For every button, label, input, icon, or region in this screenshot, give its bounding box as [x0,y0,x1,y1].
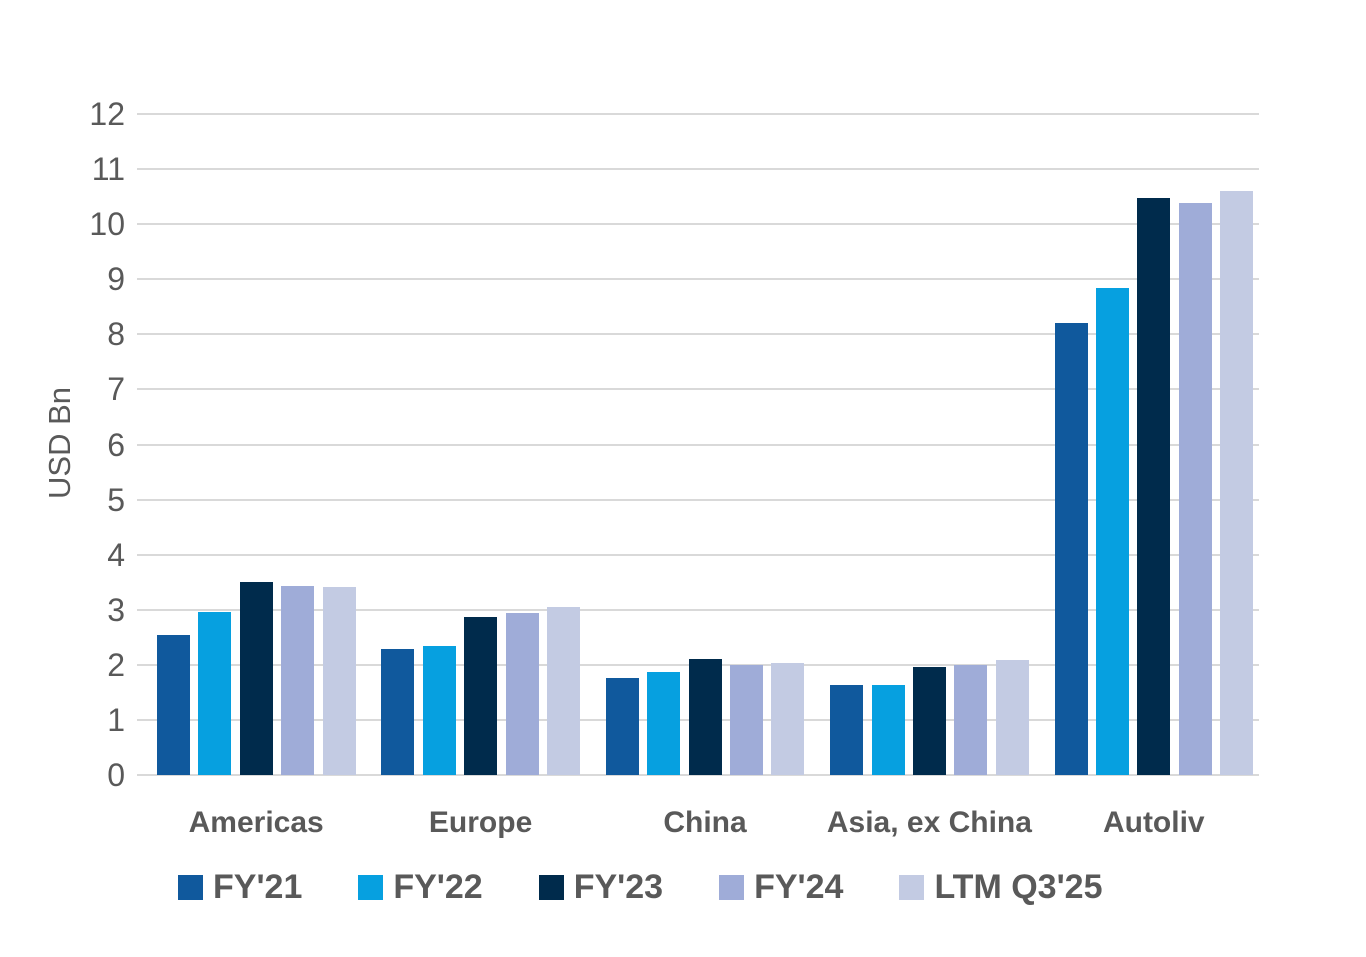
bar-americas-ltm-q3-25 [322,586,356,775]
category-label: Europe [428,806,533,839]
legend-item: FY'21 [178,868,302,907]
category-label: Asia, ex China [826,806,1032,839]
y-tick-label: 0 [107,757,125,793]
category-label: Autoliv [1102,806,1205,839]
legend-label: FY'23 [573,868,664,906]
category-label: China [663,806,747,839]
gridline [137,388,1259,391]
legend-label: FY'24 [754,868,844,906]
bar-europe-ltm-q3-25 [546,606,580,775]
gridline [137,113,1259,115]
bar-asia-ex-china-fy-21 [830,685,864,775]
bar-asia-ex-china-fy-24 [954,664,988,775]
legend: FY'21 FY'22 FY'23 FY'24 LTM Q3'25 [178,868,1102,907]
bar-europe-fy-23 [464,616,498,775]
legend-swatch-icon [719,875,745,900]
legend-swatch-icon [899,875,925,900]
y-tick-label: 5 [107,481,125,518]
legend-item: FY'22 [358,868,483,907]
y-tick-label: 6 [107,426,125,463]
y-tick-label: 9 [107,261,125,298]
bar-china-fy-22 [647,671,681,775]
bar-europe-fy-21 [381,648,415,775]
y-tick-label: 1 [107,701,125,738]
y-tick-label: 8 [107,316,125,353]
gridline [137,774,1259,776]
legend-swatch-icon [358,875,384,900]
y-tick-label: 4 [107,536,125,573]
bar-asia-ex-china-fy-22 [871,685,905,775]
gridline [137,278,1259,281]
y-tick-label: 3 [107,591,125,628]
bar-china-ltm-q3-25 [771,662,805,775]
legend-label: LTM Q3'25 [934,868,1103,906]
gridline [137,333,1259,336]
bar-americas-fy-23 [239,581,273,775]
bar-china-fy-23 [688,659,722,775]
bar-autoliv-fy-24 [1178,202,1212,775]
bar-autoliv-fy-22 [1095,288,1129,775]
bar-europe-fy-24 [505,612,539,775]
bar-asia-ex-china-fy-23 [912,667,946,775]
bar-autoliv-ltm-q3-25 [1220,191,1254,775]
bar-asia-ex-china-ltm-q3-25 [995,660,1029,775]
legend-item: FY'23 [538,868,664,907]
y-tick-label: 2 [107,646,125,683]
bar-autoliv-fy-21 [1054,322,1088,775]
bar-autoliv-fy-23 [1137,197,1171,775]
legend-label: FY'21 [213,868,303,906]
bar-china-fy-24 [729,664,763,775]
legend-swatch-icon [178,875,203,900]
y-tick-label: 12 [89,96,125,132]
gridline [137,443,1259,446]
bar-americas-fy-22 [198,611,232,775]
legend-item: LTM Q3'25 [899,868,1102,907]
bar-china-fy-21 [605,678,639,775]
gridline [137,498,1259,501]
y-tick-label: 7 [107,371,125,408]
gridline [137,553,1259,556]
gridline [137,168,1259,171]
bar-europe-fy-22 [422,645,456,775]
y-tick-label: 11 [91,151,125,188]
gridline [137,608,1259,611]
bar-americas-fy-24 [281,586,315,775]
gridline [137,223,1259,226]
category-label: Americas [188,806,324,839]
legend-swatch-icon [538,875,564,900]
bar-americas-fy-21 [156,635,190,775]
y-tick-label: 10 [89,206,125,243]
legend-item: FY'24 [719,868,843,907]
legend-label: FY'22 [393,868,483,906]
